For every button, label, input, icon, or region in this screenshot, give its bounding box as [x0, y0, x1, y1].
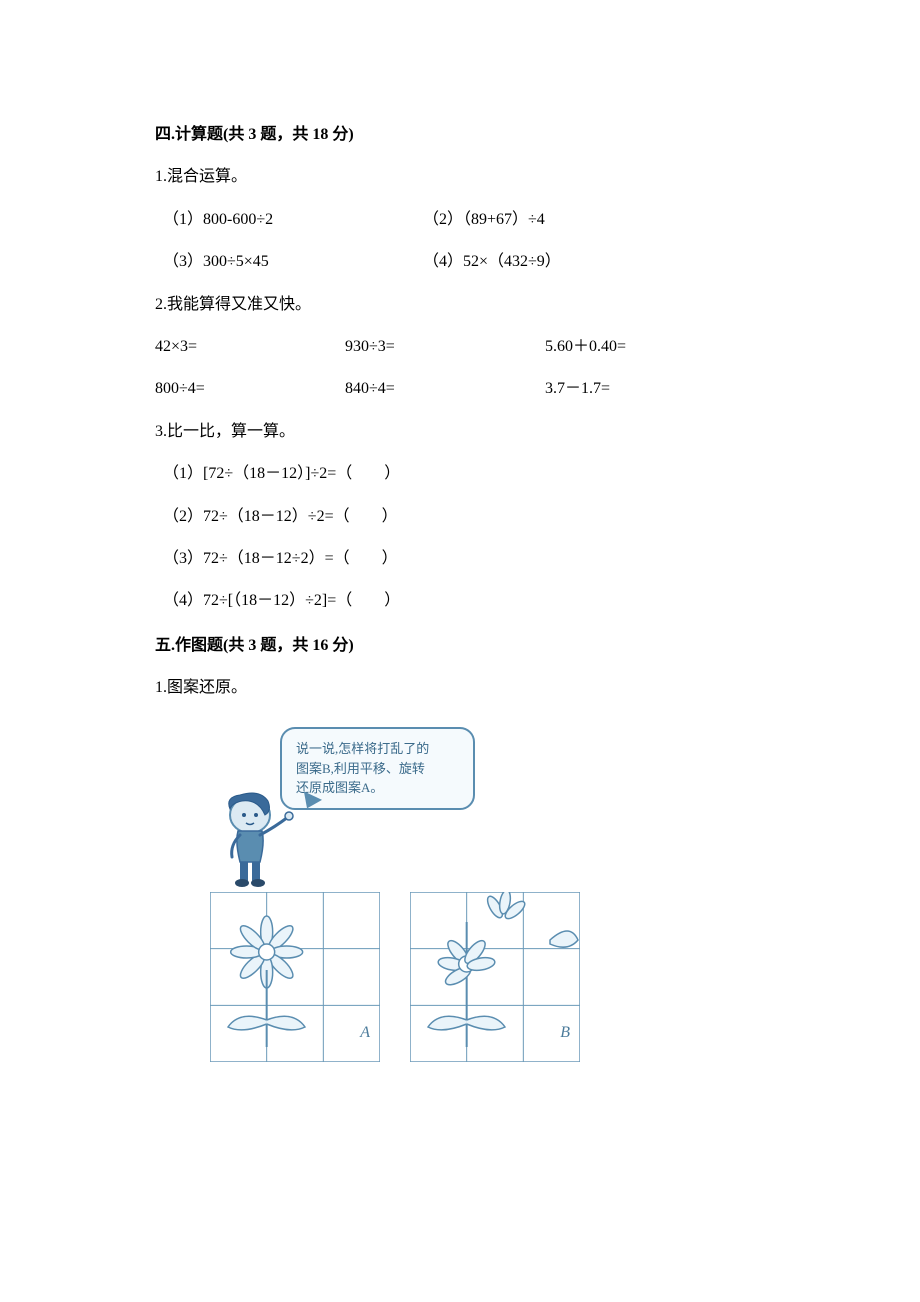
q4-2-title: 2.我能算得又准又快。 — [155, 286, 765, 324]
q4-2-r1c: 5.60＋0.40= — [545, 328, 765, 366]
grid-b: B — [410, 892, 580, 1062]
q4-2-r1a: 42×3= — [155, 328, 345, 366]
section-4-header: 四.计算题(共 3 题，共 18 分) — [155, 116, 765, 154]
grid-b-svg — [410, 892, 580, 1062]
figure-area: 说一说,怎样将打乱了的 图案B,利用平移、旋转 还原成图案A。 — [210, 727, 765, 1062]
section-5-header: 五.作图题(共 3 题，共 16 分) — [155, 627, 765, 665]
q4-2-r1b: 930÷3= — [345, 328, 545, 366]
grid-a-svg — [210, 892, 380, 1062]
q4-1-3: （3）300÷5×45 — [163, 243, 423, 281]
q4-1-row2: （3）300÷5×45 （4）52×（432÷9） — [155, 243, 765, 281]
q4-1-row1: （1）800-600÷2 （2）（89+67）÷4 — [155, 201, 765, 239]
bubble-line2: 图案B,利用平移、旋转 — [296, 761, 425, 776]
q4-2-row2: 800÷4= 840÷4= 3.7－1.7= — [155, 370, 765, 408]
q4-3-l3: （3）72÷（18－12÷2）=（ ） — [155, 540, 765, 578]
grid-a-label: A — [360, 1014, 370, 1052]
boy-character-icon — [210, 787, 305, 887]
q4-3-title: 3.比一比，算一算。 — [155, 413, 765, 451]
q4-2-row1: 42×3= 930÷3= 5.60＋0.40= — [155, 328, 765, 366]
q4-1-title: 1.混合运算。 — [155, 158, 765, 196]
q4-2-r2a: 800÷4= — [155, 370, 345, 408]
q4-3-l1: （1）[72÷（18－12）]÷2=（ ） — [155, 455, 765, 493]
q4-3-l4: （4）72÷[（18－12）÷2]=（ ） — [155, 582, 765, 620]
q4-1-1: （1）800-600÷2 — [163, 201, 423, 239]
grid-b-label: B — [560, 1014, 570, 1052]
q4-3-l2: （2）72÷（18－12）÷2=（ ） — [155, 498, 765, 536]
grid-a: A — [210, 892, 380, 1062]
grids-row: A — [210, 892, 765, 1062]
bubble-line1: 说一说,怎样将打乱了的 — [296, 741, 429, 756]
character-speech-area: 说一说,怎样将打乱了的 图案B,利用平移、旋转 还原成图案A。 — [210, 727, 550, 887]
q4-2-r2b: 840÷4= — [345, 370, 545, 408]
q5-1-title: 1.图案还原。 — [155, 669, 765, 707]
q4-1-4: （4）52×（432÷9） — [423, 243, 765, 281]
q4-1-2: （2）（89+67）÷4 — [423, 201, 765, 239]
q4-2-r2c: 3.7－1.7= — [545, 370, 765, 408]
